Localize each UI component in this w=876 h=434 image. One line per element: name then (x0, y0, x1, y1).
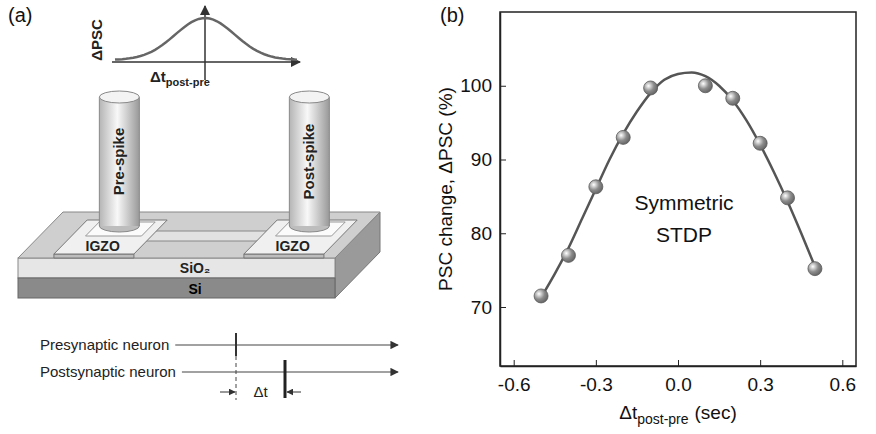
electrode-probe (289, 91, 329, 232)
x-tick-mark (842, 360, 843, 366)
pad-front (54, 254, 134, 258)
data-point (644, 81, 658, 95)
x-axis: -0.6 -0.3 0.0 0.3 0.6 (498, 360, 857, 395)
data-point (753, 136, 767, 150)
panel-label: (a) (8, 4, 32, 26)
x-tick-label: -0.6 (498, 374, 531, 395)
probe-edge (99, 97, 100, 226)
data-point (534, 289, 548, 303)
channel-label: IGZO (276, 238, 310, 254)
data-point (781, 191, 795, 205)
inset-ylabel: ΔPSC (88, 19, 105, 61)
probe-body (99, 97, 139, 226)
data-point (698, 79, 712, 93)
data-point (561, 248, 575, 262)
interval-arrow (287, 392, 301, 393)
data-point (589, 180, 603, 194)
x-tick-mark (678, 360, 679, 366)
sio2-layer (18, 258, 335, 278)
pad-front (244, 254, 324, 258)
probe-top (289, 91, 329, 103)
spike-guide (236, 356, 237, 400)
y-tick-mark (500, 307, 506, 308)
probe-top (99, 91, 139, 103)
inset-sketch: ΔPSC Δtpost-pre (88, 6, 300, 88)
inset-xlabel: Δtpost-pre (150, 68, 210, 88)
y-tick: 80 (471, 223, 506, 244)
probe-body (289, 97, 329, 226)
interval-label: Δt (253, 383, 268, 400)
fit-line (541, 72, 815, 297)
y-axis-line (500, 13, 502, 367)
inset-curve (115, 18, 297, 60)
x-tick: -0.3 (580, 360, 613, 395)
neuron-label: Presynaptic neuron (40, 336, 169, 353)
y-tick: 90 (471, 149, 506, 170)
panel-label: (b) (440, 4, 464, 26)
channel-label: IGZO (86, 238, 120, 254)
x-tick: 0.0 (665, 360, 691, 395)
electrode-probe (99, 91, 139, 232)
data-point (616, 130, 630, 144)
device-diagram: ΔPSC Δtpost-pre IGZO IGZO Pre-spike Post-spik… (18, 6, 398, 400)
x-tick: 0.6 (830, 360, 856, 395)
figure: (a) (b) ΔPSC Δtpost-pre IGZO IGZO Pre-spike Pos… (0, 0, 876, 434)
pre-spike-mark (235, 333, 237, 356)
si-layer (18, 278, 335, 298)
y-tick-label: 90 (471, 149, 492, 170)
x-tick-mark (760, 360, 761, 366)
time-arrow (175, 344, 398, 345)
probe-edge (329, 97, 330, 226)
y-tick-mark (500, 86, 506, 87)
probe-edge (289, 97, 290, 226)
x-tick-label: -0.3 (580, 374, 613, 395)
x-tick: -0.6 (498, 360, 531, 395)
neuron-label: Postsynaptic neuron (40, 363, 176, 380)
inset-x-axis (112, 61, 300, 63)
layer-label: Si (188, 281, 201, 297)
x-axis-title: Δtpost-pre(sec) (619, 402, 737, 427)
electrode-label: Pre-spike (110, 128, 127, 196)
probe-edge (139, 97, 140, 226)
y-tick-label: 100 (460, 75, 492, 96)
electrode-label: Post-spike (300, 124, 317, 200)
y-axis: 70 80 90 100 (460, 13, 506, 367)
annotation: SymmetricSTDP (634, 191, 733, 246)
x-tick-label: 0.6 (830, 374, 856, 395)
x-tick-mark (514, 360, 515, 366)
plot-frame (500, 12, 856, 366)
post-spike-mark (284, 360, 287, 398)
scatter-chart: -0.6 -0.3 0.0 0.3 0.6 70 80 90 100PSC change, ΔP… (435, 12, 857, 427)
time-arrow (182, 371, 398, 372)
y-tick-label: 70 (471, 297, 492, 318)
layer-label: SiO₂ (180, 260, 210, 276)
x-tick: 0.3 (747, 360, 773, 395)
x-tick-label: 0.0 (665, 374, 691, 395)
y-tick-mark (500, 233, 506, 234)
y-tick: 100 (460, 75, 506, 96)
y-tick: 70 (471, 297, 506, 318)
data-point (808, 262, 822, 276)
y-tick-label: 80 (471, 223, 492, 244)
y-axis-title: PSC change, ΔPSC (%) (435, 87, 456, 291)
channel-strip (142, 231, 272, 241)
plot-marks (534, 72, 822, 302)
interval-arrow (220, 392, 235, 393)
data-point (726, 91, 740, 105)
y-tick-mark (500, 160, 506, 161)
x-tick-label: 0.3 (747, 374, 773, 395)
x-tick-mark (596, 360, 597, 366)
